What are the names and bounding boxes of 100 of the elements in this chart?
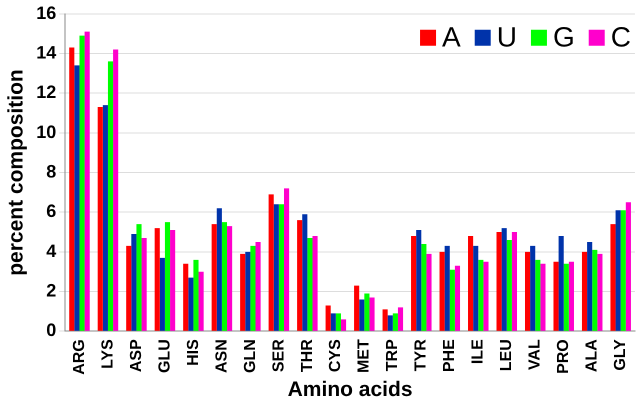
- bar: [302, 214, 308, 331]
- y-tick-label: 4: [46, 240, 56, 261]
- bar: [540, 264, 546, 331]
- bar: [212, 224, 217, 331]
- bar: [558, 236, 564, 331]
- bar: [250, 246, 256, 331]
- bar: [502, 228, 507, 331]
- bar: [297, 220, 302, 331]
- bar: [102, 105, 108, 331]
- bar: [274, 204, 279, 331]
- bar: [530, 246, 536, 331]
- bar: [183, 264, 188, 331]
- bar: [364, 294, 370, 331]
- x-tick-label: GLU: [156, 339, 174, 374]
- bar: [113, 50, 118, 331]
- bar: [98, 107, 103, 331]
- bar: [478, 260, 484, 331]
- bar: [188, 278, 194, 331]
- y-tick-label: 16: [36, 2, 56, 23]
- bar: [411, 236, 416, 331]
- bar: [496, 232, 502, 331]
- bar: [278, 204, 284, 331]
- bar: [587, 242, 592, 331]
- x-tick-label: TRP: [384, 338, 402, 372]
- bar: [131, 234, 136, 331]
- bar: [616, 210, 621, 331]
- bar: [227, 226, 232, 331]
- bar: [222, 222, 228, 331]
- bar: [426, 254, 432, 331]
- bar: [582, 252, 588, 331]
- bar: [240, 254, 246, 331]
- y-tick-label: 14: [36, 42, 56, 62]
- bar: [626, 202, 631, 331]
- bar: [610, 224, 616, 331]
- x-axis-title: Amino acids: [288, 378, 413, 402]
- x-tick-label: VAL: [526, 339, 544, 370]
- bar: [454, 266, 460, 331]
- x-tick-label: LYS: [99, 338, 116, 369]
- bar: [398, 307, 404, 331]
- bar: [326, 305, 331, 331]
- bar: [421, 244, 426, 331]
- bar: [108, 61, 114, 331]
- bar: [136, 224, 142, 331]
- bar: [620, 210, 626, 331]
- bar: [416, 230, 422, 331]
- bar: [170, 230, 176, 331]
- bar: [535, 260, 540, 331]
- bar: [69, 48, 74, 331]
- bar: [307, 238, 312, 331]
- bar: [164, 222, 170, 331]
- bar: [359, 300, 364, 331]
- bar: [154, 228, 160, 331]
- bar: [592, 250, 598, 331]
- bar: [440, 252, 445, 331]
- bar: [126, 246, 132, 331]
- bar: [444, 246, 450, 331]
- x-tick-label: SER: [270, 338, 288, 372]
- bar: [330, 313, 336, 331]
- bar: [473, 246, 478, 331]
- x-tick-label: ARG: [70, 339, 88, 375]
- bar: [268, 194, 274, 331]
- legend-label: A: [442, 22, 462, 53]
- bar: [369, 298, 375, 331]
- bar: [553, 262, 559, 331]
- x-tick-label: CYS: [327, 338, 344, 372]
- y-tick-label: 10: [36, 122, 56, 142]
- x-tick-label: GLN: [242, 339, 259, 374]
- x-tick-label: LEU: [498, 339, 516, 372]
- bar: [284, 188, 290, 331]
- bar: [160, 258, 165, 331]
- x-tick-label: GLY: [612, 338, 630, 371]
- bar: [336, 313, 341, 331]
- legend-label: G: [552, 22, 575, 53]
- bar: [84, 32, 90, 331]
- bar: [388, 315, 393, 331]
- bar: [216, 208, 222, 331]
- bar: [198, 272, 204, 331]
- x-tick-label: ILE: [470, 338, 487, 364]
- bar: [450, 270, 455, 331]
- y-tick-label: 6: [46, 201, 56, 222]
- bar: [245, 252, 250, 331]
- y-axis-title: percent composition: [4, 69, 28, 276]
- x-tick-label: ASP: [128, 338, 145, 372]
- x-tick-label: ALA: [584, 338, 601, 372]
- bar: [468, 236, 474, 331]
- x-tick-label: PRO: [555, 339, 572, 374]
- bar: [74, 65, 80, 331]
- legend-label: C: [610, 22, 631, 53]
- bar: [483, 262, 489, 331]
- bar: [568, 262, 574, 331]
- x-tick-label: HIS: [184, 338, 202, 366]
- bar: [354, 286, 360, 331]
- bar: [597, 254, 602, 331]
- y-tick-label: 8: [46, 161, 56, 182]
- legend-label: U: [496, 22, 517, 53]
- bar: [512, 232, 518, 331]
- y-tick-label: 0: [46, 320, 56, 340]
- bar: [340, 319, 346, 331]
- bar: [79, 36, 85, 331]
- x-tick-label: THR: [298, 338, 316, 372]
